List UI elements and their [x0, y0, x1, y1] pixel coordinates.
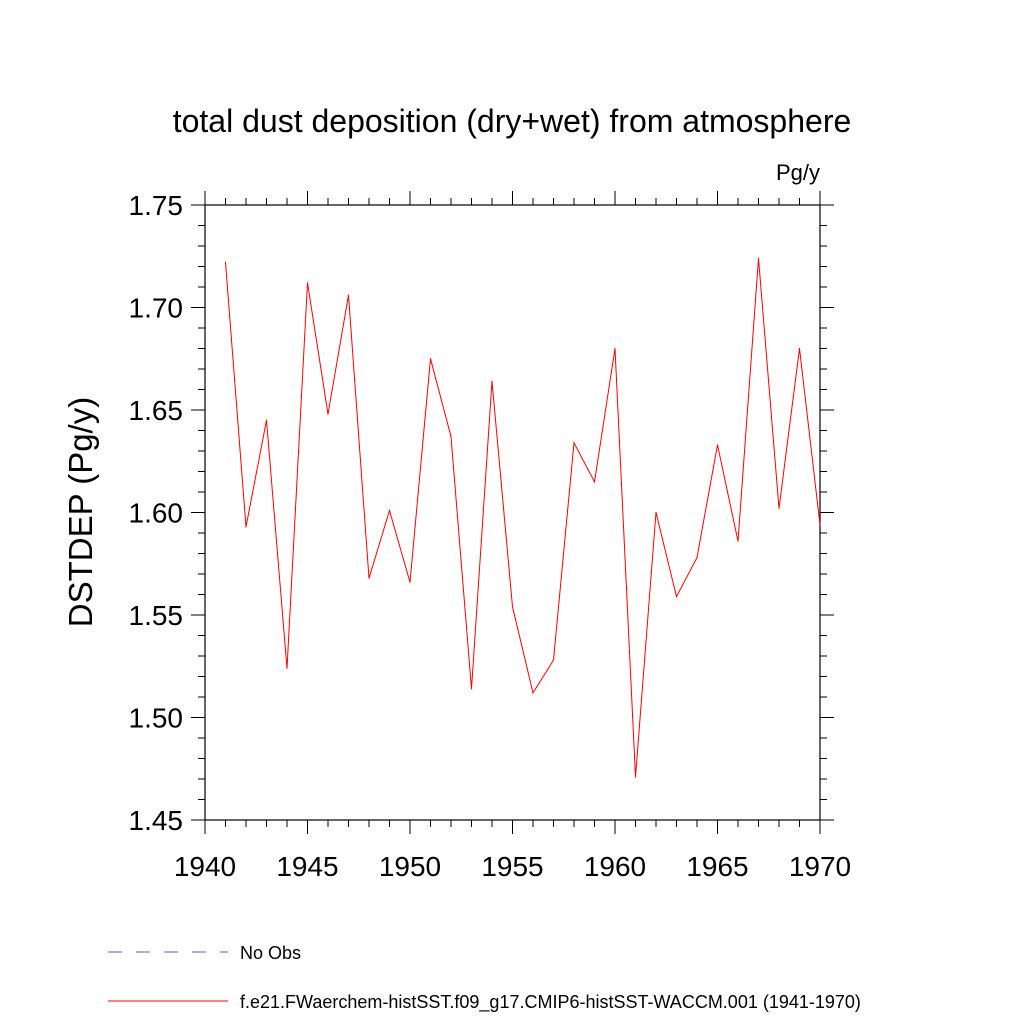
data-point [798, 347, 801, 350]
x-tick-label: 1965 [686, 851, 748, 882]
legend-label-no-obs: No Obs [240, 943, 301, 963]
x-tick-label: 1940 [174, 851, 236, 882]
data-point [286, 667, 288, 669]
legend-label-model-run: f.e21.FWaerchem-histSST.f09_g17.CMIP6-hi… [240, 992, 861, 1013]
data-point [634, 776, 637, 778]
data-point [696, 557, 698, 559]
y-tick-label: 1.70 [129, 293, 184, 324]
y-axis-label: DSTDEP (Pg/y) [62, 397, 99, 627]
y-tick-label: 1.75 [129, 190, 184, 221]
data-point [778, 507, 780, 509]
legend: No Obs f.e21.FWaerchem-histSST.f09_g17.C… [108, 943, 861, 1013]
data-point [614, 347, 616, 350]
data-point [491, 380, 493, 382]
data-point [716, 444, 719, 446]
data-point [757, 257, 760, 259]
y-tick-label: 1.45 [129, 805, 184, 836]
data-point [737, 540, 739, 542]
x-tick-label: 1945 [276, 851, 338, 882]
data-point [511, 606, 514, 608]
data-point [470, 688, 473, 690]
y-tick-label: 1.50 [129, 703, 184, 734]
x-tick-label: 1950 [379, 851, 441, 882]
data-point [573, 442, 575, 444]
units-label: Pg/y [776, 160, 820, 185]
data-point [675, 595, 678, 598]
x-tick-label: 1970 [789, 851, 851, 882]
data-point [347, 294, 350, 296]
plot-frame [204, 204, 821, 821]
y-tick-label: 1.65 [129, 395, 184, 426]
data-point [327, 413, 329, 415]
data-point [306, 282, 309, 284]
data-point [245, 526, 247, 528]
y-axis-ticks: 1.45 1.50 1.55 1.60 1.65 1.70 1.75 [129, 190, 834, 836]
data-point [429, 358, 432, 360]
chart-title: total dust deposition (dry+wet) from atm… [173, 103, 852, 139]
data-point [450, 436, 452, 438]
data-point [593, 481, 596, 483]
data-point [552, 659, 555, 661]
data-point [224, 261, 227, 263]
x-axis-ticks: 1940 1945 1950 1955 1960 1965 1970 [174, 191, 851, 882]
x-tick-label: 1960 [584, 851, 646, 882]
x-tick-label: 1955 [481, 851, 543, 882]
data-point [819, 524, 821, 526]
y-tick-label: 1.55 [129, 600, 184, 631]
y-tick-label: 1.60 [129, 498, 184, 529]
data-point [409, 581, 411, 583]
data-point [388, 509, 391, 512]
data-point [368, 577, 370, 579]
data-point [655, 511, 657, 514]
series-layer [224, 257, 821, 778]
data-point [265, 419, 268, 421]
data-point [532, 692, 534, 694]
series-line [225, 258, 821, 777]
